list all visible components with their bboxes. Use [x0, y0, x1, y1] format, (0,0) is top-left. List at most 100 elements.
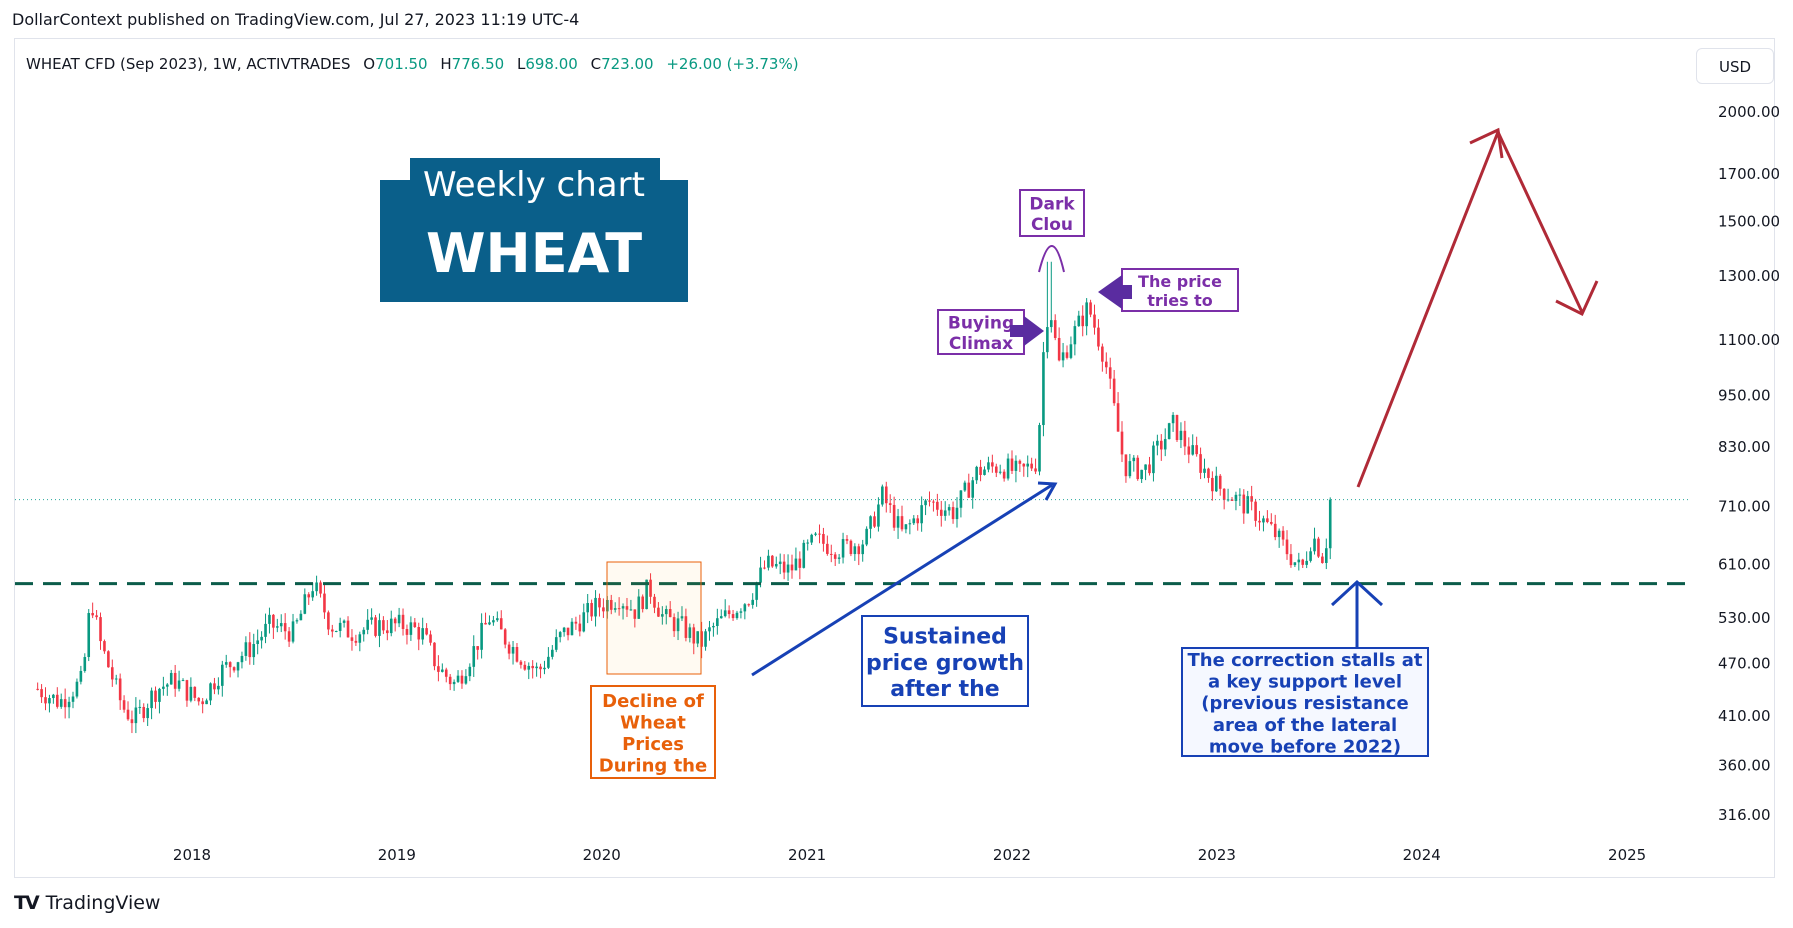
- candle-body: [1093, 314, 1096, 328]
- candle-body: [645, 579, 648, 610]
- candle-body: [637, 596, 641, 619]
- y-tick-label: 410.00: [1718, 707, 1771, 725]
- candle-body: [1156, 440, 1159, 446]
- candle-body: [393, 618, 397, 624]
- candle-body: [44, 697, 47, 704]
- correction-annotation-text-line: a key support level: [1208, 672, 1402, 693]
- candle-body: [818, 533, 821, 535]
- price-tries-annotation-text-line: tries to: [1147, 291, 1213, 310]
- candle-body: [268, 614, 271, 624]
- candle-body: [554, 637, 558, 650]
- candle-body: [723, 610, 727, 617]
- candle-body: [586, 603, 589, 613]
- candle-body: [759, 567, 762, 583]
- candle-body: [1046, 327, 1049, 353]
- candle-body: [747, 604, 751, 606]
- candle-body: [1171, 414, 1175, 424]
- correction-annotation-box: [1181, 647, 1429, 757]
- candle-body: [1183, 430, 1187, 447]
- candle-body: [1191, 445, 1195, 455]
- candle-body: [1148, 464, 1151, 474]
- candle-body: [441, 669, 444, 672]
- candle-body: [358, 634, 362, 643]
- candle-body: [527, 665, 531, 670]
- open-label: O: [363, 55, 376, 73]
- candle-body: [323, 593, 326, 613]
- candle-body: [244, 642, 248, 656]
- tradingview-logo-icon: TV: [14, 892, 40, 914]
- dark-cloud-arc: [1038, 245, 1065, 273]
- y-tick-label: 2000.00: [1718, 103, 1780, 121]
- candle-body: [334, 630, 338, 632]
- candle-body: [653, 596, 656, 608]
- candle-body: [260, 636, 263, 641]
- candle-body: [287, 631, 291, 642]
- candle-body: [409, 622, 413, 635]
- candle-body: [609, 599, 613, 610]
- candle-body: [802, 542, 806, 568]
- candle-body: [252, 644, 256, 658]
- candle-body: [111, 667, 114, 680]
- candle-body: [382, 620, 385, 631]
- low-value: 698.00: [525, 55, 578, 73]
- candle-body: [865, 528, 868, 545]
- candle-body: [1230, 499, 1234, 501]
- candle-body: [1234, 494, 1238, 501]
- candle-body: [1250, 496, 1253, 502]
- candle-body: [189, 686, 193, 701]
- x-tick-label: 2024: [1403, 846, 1441, 864]
- y-tick-label: 610.00: [1718, 555, 1771, 573]
- candle-body: [719, 616, 723, 619]
- candle-body: [570, 621, 574, 636]
- candle-body: [1313, 538, 1316, 552]
- projection-path: [1356, 128, 1584, 488]
- candle-body: [696, 631, 699, 644]
- candle-body: [1104, 361, 1108, 368]
- candle-body: [998, 471, 1002, 473]
- candle-body: [1077, 315, 1081, 327]
- candle-body: [429, 634, 432, 643]
- candle-body: [99, 617, 102, 642]
- publisher-line: DollarContext published on TradingView.c…: [12, 10, 580, 29]
- candle-body: [142, 706, 146, 719]
- candle-body: [146, 708, 149, 719]
- candle-body: [224, 662, 228, 665]
- currency-button[interactable]: USD: [1696, 48, 1774, 84]
- candle-body: [951, 507, 955, 520]
- candle-body: [40, 689, 43, 698]
- candle-body: [1242, 494, 1246, 514]
- dark-cloud-annotation-text-line: Clou: [1031, 215, 1073, 235]
- candle-body: [240, 655, 244, 663]
- candle-body: [582, 612, 586, 632]
- candle-body: [908, 523, 912, 525]
- candle-body: [295, 620, 299, 622]
- candle-body: [169, 672, 173, 685]
- correction-annotation-text-line: area of the lateral: [1213, 715, 1397, 736]
- candle-body: [566, 627, 570, 636]
- candle-body: [421, 628, 424, 640]
- candle-body: [920, 505, 923, 524]
- candle-body: [370, 617, 373, 620]
- sustained-growth-annotation-box: [861, 615, 1029, 707]
- projection-end-arrow-icon: [1555, 280, 1599, 317]
- candle-body: [857, 546, 861, 555]
- candle-body: [849, 540, 853, 555]
- candle-body: [1030, 463, 1033, 469]
- candle-body: [75, 681, 79, 697]
- candle-body: [1144, 464, 1147, 470]
- candle-body: [1258, 520, 1261, 523]
- candle-body: [488, 622, 491, 625]
- candle-body: [1120, 431, 1124, 455]
- candle-body: [59, 699, 63, 707]
- dark-cloud-annotation-text: Dark Clou: [1029, 195, 1075, 235]
- candle-body: [91, 613, 94, 616]
- candle-body: [668, 609, 672, 618]
- candle-body: [751, 599, 754, 605]
- candle-body: [1124, 454, 1128, 477]
- decline-annotation-text-line: Wheat: [620, 712, 686, 733]
- candle-body: [472, 646, 476, 667]
- candle-body: [963, 482, 967, 491]
- candle-body: [492, 620, 495, 623]
- candle-body: [814, 533, 817, 535]
